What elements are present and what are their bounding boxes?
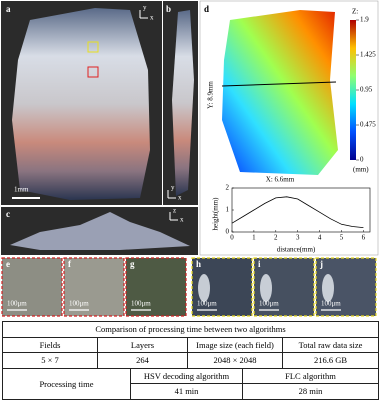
x-tick-label: 2 bbox=[274, 234, 278, 242]
rock-side bbox=[172, 10, 194, 196]
scale-bar-label: 100μm bbox=[197, 300, 217, 308]
colorbar bbox=[350, 20, 356, 160]
colorbar-tick-label: 0 bbox=[360, 156, 364, 164]
axis-glyph-label: x bbox=[180, 216, 184, 224]
highlight bbox=[260, 274, 272, 302]
table-title: Comparison of processing time between tw… bbox=[1, 321, 380, 338]
rock-bottom bbox=[10, 212, 190, 250]
cell: 216.6 GB bbox=[281, 352, 380, 369]
header-cell: Image size (each field) bbox=[187, 336, 283, 353]
x-tick-label: 3 bbox=[296, 234, 300, 242]
micro-image bbox=[63, 257, 125, 317]
micro-image bbox=[1, 257, 63, 317]
x-tick-label: 0 bbox=[230, 234, 234, 242]
panel-label: e bbox=[6, 259, 10, 269]
scale-bar-label: 100μm bbox=[131, 300, 151, 308]
scale-bar-label: 1mm bbox=[14, 186, 29, 194]
cell: 2048 × 2048 bbox=[187, 352, 283, 369]
colorbar-tick-label: 0.475 bbox=[360, 121, 376, 129]
colorbar-unit: (mm) bbox=[353, 166, 369, 174]
scale-bar-label: 100μm bbox=[69, 300, 89, 308]
header-cell: Total raw data size bbox=[281, 336, 380, 353]
cell: 264 bbox=[97, 352, 188, 369]
colorbar-tick-label: 1.9 bbox=[360, 16, 369, 24]
rock-photo bbox=[12, 8, 150, 200]
highlight bbox=[322, 274, 334, 302]
cell: 5 × 7 bbox=[2, 352, 98, 369]
profile-line bbox=[221, 81, 337, 87]
panel-label: f bbox=[68, 259, 72, 269]
cell: 28 min bbox=[241, 383, 380, 400]
scale-bar-label: 100μm bbox=[259, 300, 279, 308]
panel-label: a bbox=[6, 4, 11, 14]
cell: FLC algorithm bbox=[241, 367, 380, 384]
axis-glyph-label: y bbox=[171, 184, 175, 192]
axis-glyph-label: z bbox=[173, 207, 176, 215]
profile-y-label: height(mm) bbox=[212, 197, 220, 231]
panel-label: j bbox=[319, 259, 323, 269]
x-tick-label: 6 bbox=[362, 234, 366, 242]
header-cell: Layers bbox=[97, 336, 188, 353]
map-x-label: X: 6.6mm bbox=[266, 176, 295, 184]
header-cell: Fields bbox=[2, 336, 98, 353]
axis-glyph-label: y bbox=[143, 4, 147, 12]
panel-label: h bbox=[196, 259, 201, 269]
panel-label: d bbox=[204, 4, 209, 14]
highlight bbox=[198, 274, 210, 302]
profile-x-label: distance(mm) bbox=[277, 246, 316, 254]
x-tick-label: 1 bbox=[252, 234, 256, 242]
cell: Processing time bbox=[2, 367, 131, 400]
panel-label: i bbox=[258, 259, 261, 269]
profile-curve bbox=[231, 196, 364, 228]
colorbar-tick-label: 0.95 bbox=[360, 86, 373, 94]
x-tick-label: 4 bbox=[318, 234, 322, 242]
scale-bar-label: 100μm bbox=[7, 300, 27, 308]
colorbar-tick-label: 1.425 bbox=[360, 51, 376, 59]
y-tick-label: 1 bbox=[226, 206, 230, 214]
y-tick-label: 0 bbox=[226, 228, 230, 236]
axis-glyph-label: x bbox=[150, 14, 154, 22]
map-y-label: Y: 8.9mm bbox=[207, 81, 215, 109]
comparison-table: Comparison of processing time between tw… bbox=[1, 321, 380, 400]
colorbar-title: Z: bbox=[352, 8, 358, 16]
axis-glyph-label: x bbox=[178, 194, 182, 202]
y-tick-label: 2 bbox=[226, 184, 230, 192]
x-tick-label: 5 bbox=[340, 234, 344, 242]
panel-label: g bbox=[130, 259, 135, 269]
figure: a y x 1mm b y x c z x d Y: 8.9mm X: 6.6m… bbox=[1, 0, 379, 317]
cell: HSV decoding algorithm bbox=[130, 367, 243, 384]
scale-bar-label: 100μm bbox=[321, 300, 341, 308]
cell: 41 min bbox=[130, 383, 243, 400]
panel-label: b bbox=[166, 4, 171, 14]
height-map bbox=[222, 10, 338, 175]
roi-red bbox=[87, 66, 99, 78]
micro-image bbox=[125, 257, 187, 317]
panel-label: c bbox=[6, 209, 10, 219]
roi-yellow bbox=[87, 41, 99, 53]
